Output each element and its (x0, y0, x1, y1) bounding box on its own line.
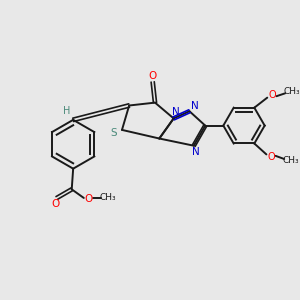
Text: CH₃: CH₃ (284, 87, 300, 96)
Text: CH₃: CH₃ (283, 156, 299, 165)
Text: H: H (63, 106, 70, 116)
Text: O: O (51, 199, 59, 209)
Text: N: N (191, 101, 199, 111)
Text: O: O (85, 194, 93, 203)
Text: O: O (268, 152, 275, 162)
Text: CH₃: CH₃ (100, 194, 116, 202)
Text: O: O (268, 90, 276, 100)
Text: N: N (172, 107, 180, 117)
Text: N: N (192, 147, 200, 157)
Text: O: O (148, 71, 157, 81)
Text: S: S (111, 128, 117, 138)
